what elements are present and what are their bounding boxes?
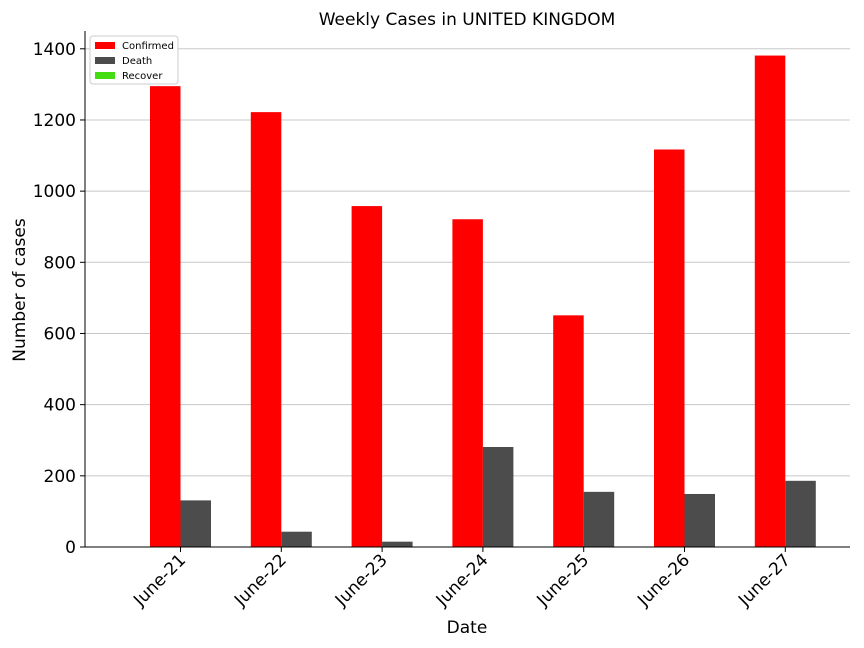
x-axis-title: Date (447, 618, 488, 638)
bar-death-june-24 (482, 447, 514, 547)
y-tick-label: 1400 (33, 40, 76, 60)
bar-death-june-21 (180, 500, 211, 547)
bar-confirmed-june-21 (150, 86, 181, 547)
bar-confirmed-june-24 (452, 219, 483, 547)
legend-label-death: Death (122, 56, 152, 67)
x-tick-label: June-22 (230, 550, 291, 611)
x-tick-label: June-24 (432, 550, 493, 611)
bar-confirmed-june-23 (351, 206, 383, 547)
y-axis-title: Number of cases (10, 218, 30, 362)
legend: Confirmed Death Recover (89, 35, 179, 85)
x-tick-label: June-26 (633, 550, 694, 611)
x-tick-label: June-25 (533, 550, 594, 611)
bar-death-june-26 (684, 493, 715, 547)
y-tick-label: 1200 (33, 111, 76, 131)
y-tick-label: 600 (44, 324, 76, 344)
legend-swatch-confirmed (95, 42, 115, 49)
bar-death-june-22 (281, 531, 312, 547)
bar-death-june-23 (382, 541, 413, 547)
x-tick-label: June-23 (331, 550, 392, 611)
legend-swatch-recover (95, 72, 115, 79)
x-tick-label: June-21 (129, 550, 190, 611)
bars-layer (150, 55, 816, 548)
y-tick-labels: 0 200 400 600 800 1000 1200 1400 (33, 40, 76, 558)
bar-confirmed-june-26 (654, 149, 685, 547)
chart-title: Weekly Cases in UNITED KINGDOM (319, 10, 616, 30)
bar-death-june-27 (785, 480, 816, 547)
bar-confirmed-june-27 (754, 55, 786, 548)
y-tick-label: 1000 (33, 182, 76, 202)
y-tick-label: 200 (44, 467, 76, 487)
axes (80, 31, 850, 552)
y-tick-label: 800 (44, 253, 76, 273)
y-tick-label: 0 (65, 538, 76, 558)
x-tick-label: June-27 (734, 550, 795, 611)
y-tick-label: 400 (44, 396, 76, 416)
bar-death-june-25 (583, 491, 615, 547)
x-tick-labels: June-21 June-22 June-23 June-24 June-25 June-… (129, 550, 794, 611)
bar-confirmed-june-25 (553, 315, 584, 547)
bar-confirmed-june-22 (250, 112, 282, 548)
legend-label-confirmed: Confirmed (122, 41, 174, 52)
legend-swatch-death (95, 57, 115, 64)
legend-label-recover: Recover (122, 71, 163, 82)
